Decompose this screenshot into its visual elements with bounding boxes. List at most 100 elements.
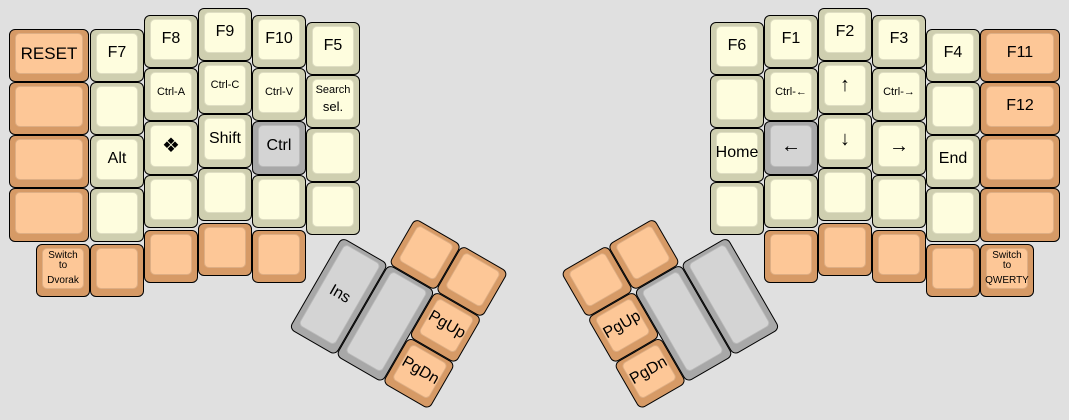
- key-switch-to-dvorak: Switch to Dvorak: [36, 244, 90, 297]
- key-ctrl-left: Ctrl-←: [764, 68, 818, 121]
- key-label: F1: [781, 30, 801, 48]
- key-label-line: Dvorak: [47, 274, 79, 286]
- key-label: F10: [265, 30, 293, 48]
- key-blank: [9, 135, 89, 188]
- key-blank: [306, 182, 360, 235]
- key-blank: [980, 135, 1060, 188]
- key-blank: [90, 244, 144, 297]
- key-f10: F10: [252, 15, 306, 68]
- key-f1: F1: [764, 15, 818, 68]
- key-blank: [198, 168, 252, 221]
- key-blank: [710, 75, 764, 128]
- key-reset: RESET: [9, 29, 89, 82]
- key-end: End: [926, 135, 980, 188]
- key-blank: [306, 128, 360, 182]
- key-label: RESET: [20, 43, 78, 63]
- key-right-arrow: →: [872, 121, 926, 175]
- key-blank: [872, 175, 926, 228]
- key-f9: F9: [198, 8, 252, 61]
- key-label-line: QWERTY: [985, 274, 1029, 286]
- key-blank: [872, 230, 926, 283]
- key-label: F3: [889, 30, 909, 48]
- up-arrow-icon: ↑: [840, 74, 850, 96]
- key-super: ❖: [144, 121, 198, 175]
- left-arrow-icon: ←: [781, 134, 801, 157]
- key-label: F2: [835, 23, 855, 41]
- key-blank: [764, 230, 818, 283]
- key-blank: [764, 175, 818, 228]
- key-label: Shift: [208, 129, 241, 147]
- key-search-selection: Search sel.: [306, 75, 360, 128]
- key-shift: Shift: [198, 114, 252, 168]
- key-label: Ctrl-V: [264, 85, 294, 98]
- key-f7: F7: [90, 29, 144, 82]
- key-blank: [818, 168, 872, 221]
- key-label-line: Search: [315, 83, 351, 96]
- key-blank: [9, 188, 89, 242]
- key-blank: [710, 182, 764, 235]
- key-label: Ctrl-←: [775, 85, 807, 98]
- super-key-icon: ❖: [162, 134, 180, 157]
- key-label: Ctrl-→: [883, 85, 915, 98]
- key-label: Ctrl: [266, 136, 292, 154]
- key-left-arrow: ←: [764, 121, 818, 175]
- key-label: F5: [323, 37, 343, 55]
- key-blank: [926, 188, 980, 242]
- key-label: Ctrl-C: [210, 78, 240, 91]
- key-f3: F3: [872, 15, 926, 68]
- key-blank: [90, 82, 144, 135]
- key-label-line: sel.: [322, 99, 344, 115]
- key-home: Home: [710, 128, 764, 182]
- key-label-line: Switch: [992, 249, 1022, 261]
- key-blank: [90, 188, 144, 242]
- key-f6: F6: [710, 22, 764, 75]
- key-ctrl-a: Ctrl-A: [144, 68, 198, 121]
- key-switch-to-qwerty: Switch to QWERTY: [980, 244, 1034, 297]
- key-up-arrow: ↑: [818, 61, 872, 114]
- key-label: PgUp: [600, 307, 644, 343]
- key-label: Ctrl-A: [156, 85, 186, 98]
- key-blank: [252, 230, 306, 283]
- down-arrow-icon: ↓: [840, 127, 850, 150]
- key-label: F9: [215, 23, 235, 41]
- key-ctrl-right: Ctrl-→: [872, 68, 926, 121]
- key-blank: [9, 82, 89, 135]
- key-label: F7: [107, 44, 127, 62]
- key-f4: F4: [926, 29, 980, 82]
- key-f12: F12: [980, 82, 1060, 135]
- key-ctrl-c: Ctrl-C: [198, 61, 252, 114]
- key-alt: Alt: [90, 135, 144, 188]
- key-blank: [980, 188, 1060, 242]
- key-label-line: to: [1002, 260, 1012, 272]
- key-f2: F2: [818, 8, 872, 61]
- key-blank: [818, 223, 872, 276]
- key-blank: [926, 244, 980, 297]
- key-label: F8: [161, 30, 181, 48]
- key-label-line: Switch: [48, 249, 78, 261]
- key-label: F11: [1006, 44, 1034, 62]
- right-arrow-icon: →: [889, 134, 909, 157]
- key-blank: [198, 223, 252, 276]
- key-label: PgDn: [398, 353, 442, 389]
- key-label: F12: [1006, 97, 1034, 115]
- key-label: PgUp: [425, 307, 469, 343]
- key-label: F4: [943, 44, 963, 62]
- key-label: F6: [727, 37, 747, 55]
- key-label-line: to: [58, 260, 68, 272]
- key-ctrl: Ctrl: [252, 121, 306, 175]
- key-label: End: [938, 150, 968, 168]
- key-blank: [926, 82, 980, 135]
- key-f8: F8: [144, 15, 198, 68]
- key-label: Alt: [107, 150, 127, 168]
- key-blank: [144, 175, 198, 228]
- key-blank: [252, 175, 306, 228]
- key-down-arrow: ↓: [818, 114, 872, 168]
- key-label: Home: [715, 143, 759, 161]
- key-f11: F11: [980, 29, 1060, 82]
- key-blank: [144, 230, 198, 283]
- key-label: PgDn: [627, 353, 671, 389]
- key-ctrl-v: Ctrl-V: [252, 68, 306, 121]
- key-f5: F5: [306, 22, 360, 75]
- key-label: Ins: [326, 281, 354, 307]
